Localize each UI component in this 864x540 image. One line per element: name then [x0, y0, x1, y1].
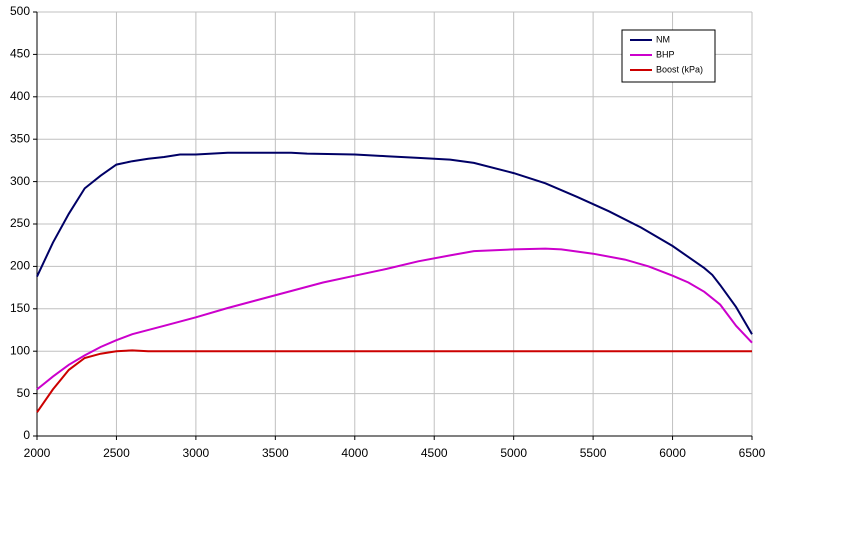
data-line: [36, 349, 752, 413]
y-tick-label: 400: [10, 89, 30, 103]
x-tick-label: 5000: [500, 446, 527, 460]
y-tick-label: 150: [10, 301, 30, 315]
x-tick-label: 3500: [262, 446, 289, 460]
data-line: [36, 247, 753, 391]
y-tick-label: 500: [10, 4, 30, 18]
x-tick-label: 2000: [24, 446, 51, 460]
data-line: [36, 151, 753, 335]
x-tick-label: 5500: [580, 446, 607, 460]
legend-label: NM: [656, 34, 670, 44]
y-tick-label: 300: [10, 174, 30, 188]
y-tick-label: 100: [10, 343, 30, 357]
legend-label: Boost (kPa): [656, 64, 703, 74]
y-tick-label: 0: [23, 428, 30, 442]
x-tick-label: 4500: [421, 446, 448, 460]
y-tick-label: 200: [10, 259, 30, 273]
x-tick-label: 4000: [341, 446, 368, 460]
y-tick-label: 450: [10, 47, 30, 61]
legend-label: BHP: [656, 49, 675, 59]
x-tick-label: 3000: [183, 446, 210, 460]
y-tick-label: 350: [10, 131, 30, 145]
y-tick-label: 250: [10, 216, 30, 230]
x-tick-label: 6000: [659, 446, 686, 460]
x-tick-label: 6500: [739, 446, 766, 460]
y-tick-label: 50: [17, 386, 31, 400]
x-tick-label: 2500: [103, 446, 130, 460]
